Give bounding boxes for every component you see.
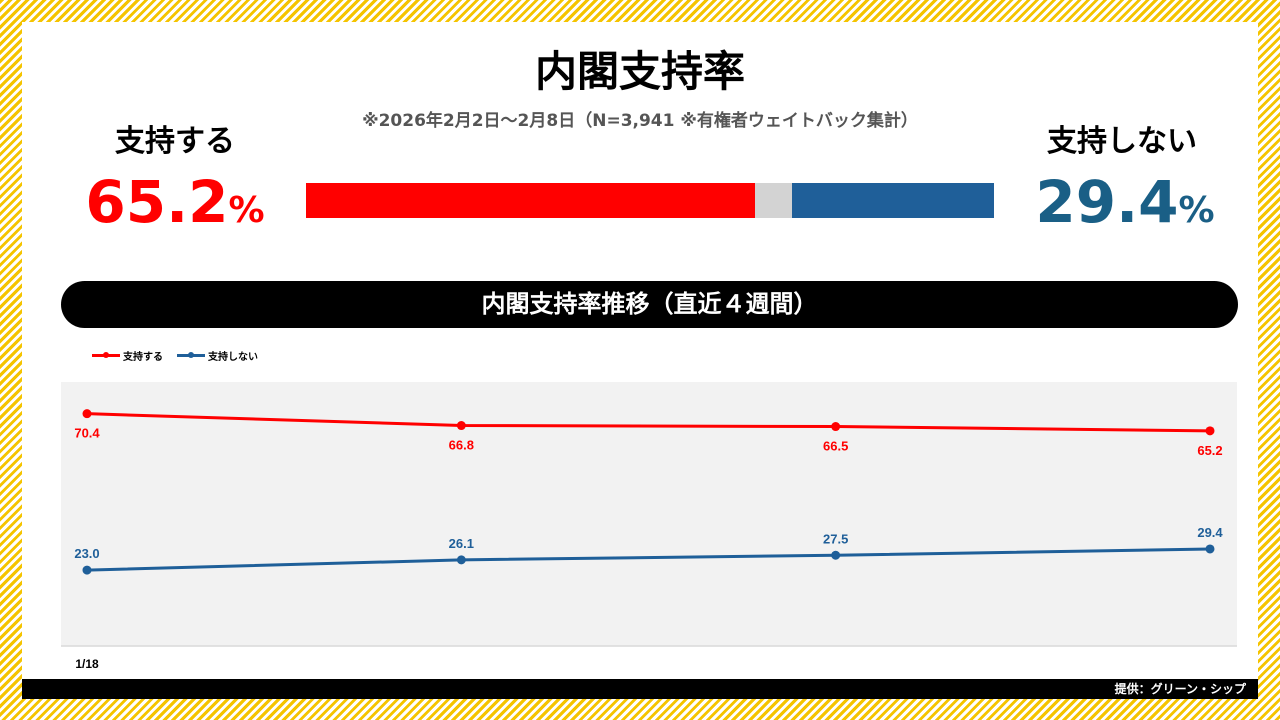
support-number: 65.2 [85, 168, 229, 236]
data-label: 70.4 [74, 426, 100, 441]
data-point [831, 550, 841, 560]
data-point [456, 555, 466, 565]
data-point [456, 421, 466, 431]
summary-bar-support [306, 183, 755, 218]
data-label: 66.5 [823, 439, 848, 454]
legend-label-support: 支持する [123, 352, 163, 363]
page-title: 内閣支持率 [534, 47, 745, 96]
support-unit: % [228, 190, 265, 231]
data-label: 23.0 [74, 546, 99, 561]
data-point [82, 565, 92, 575]
oppose-label: 支持しない [1047, 124, 1197, 159]
legend-item-support: 支持する [92, 348, 163, 363]
data-label: 27.5 [823, 531, 848, 546]
legend-swatch-oppose [177, 352, 205, 358]
legend: 支持する 支持しない [92, 348, 258, 363]
legend-item-oppose: 支持しない [177, 348, 258, 363]
data-label: 29.4 [1197, 525, 1223, 540]
summary-bar-oppose [791, 183, 994, 218]
data-label: 65.2 [1197, 443, 1222, 458]
x-tick-label: 1/18 [75, 657, 99, 671]
legend-label-oppose: 支持しない [208, 352, 258, 363]
data-point [82, 409, 92, 419]
oppose-unit: % [1178, 190, 1215, 231]
chart-banner: 内閣支持率推移（直近４週間） [61, 281, 1238, 328]
data-point [1205, 426, 1215, 436]
data-point [831, 422, 841, 432]
support-label: 支持する [115, 124, 235, 159]
oppose-number: 29.4 [1035, 168, 1179, 236]
data-label: 66.8 [449, 438, 474, 453]
plot-area [61, 382, 1237, 646]
legend-swatch-support [92, 352, 120, 358]
oppose-value: 29.4% [995, 168, 1255, 236]
survey-note: ※2026年2月2日〜2月8日（N=3,941 ※有権者ウェイトバック集計） [362, 111, 918, 131]
data-point [1205, 544, 1215, 554]
summary-bar [306, 183, 994, 218]
series-line-0 [86, 412, 1211, 433]
support-value: 65.2% [45, 168, 305, 236]
summary-bar-other [754, 183, 792, 218]
footer-credit: 提供：グリーン・シップ [22, 679, 1258, 699]
series-line-1 [86, 547, 1211, 572]
data-label: 26.1 [449, 536, 474, 551]
